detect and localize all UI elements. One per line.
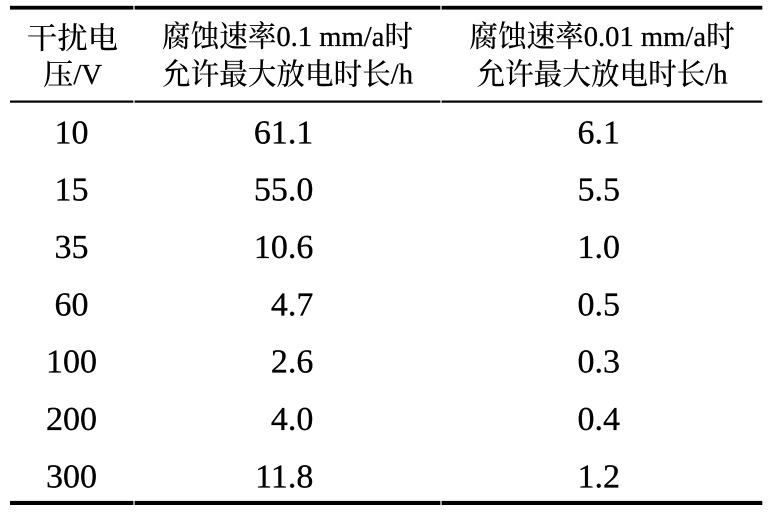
svg-text:1.2: 1.2	[578, 458, 621, 495]
svg-text:0.1 mm/a: 0.1 mm/a	[276, 22, 384, 53]
svg-text:0.01 mm/a: 0.01 mm/a	[584, 22, 707, 53]
svg-text:0.4: 0.4	[578, 401, 621, 438]
svg-text:60: 60	[55, 286, 89, 323]
svg-text:35: 35	[55, 229, 89, 266]
svg-text:6.1: 6.1	[578, 114, 621, 151]
svg-text:100: 100	[46, 344, 97, 381]
svg-text:/h: /h	[705, 60, 727, 91]
svg-text:61.1: 61.1	[254, 114, 314, 151]
svg-text:10.6: 10.6	[254, 229, 314, 266]
svg-text:4.0: 4.0	[271, 401, 314, 438]
svg-text:0.5: 0.5	[578, 286, 621, 323]
svg-text:11.8: 11.8	[255, 458, 313, 495]
svg-text:10: 10	[55, 114, 89, 151]
svg-text:0.3: 0.3	[578, 344, 621, 381]
svg-text:200: 200	[46, 401, 97, 438]
svg-text:/V: /V	[73, 60, 102, 91]
svg-text:300: 300	[46, 458, 97, 495]
svg-text:4.7: 4.7	[271, 286, 314, 323]
svg-text:15: 15	[55, 172, 89, 209]
svg-text:/h: /h	[391, 60, 413, 91]
svg-text:1.0: 1.0	[578, 229, 621, 266]
svg-text:2.6: 2.6	[271, 344, 314, 381]
svg-text:5.5: 5.5	[578, 172, 621, 209]
svg-text:55.0: 55.0	[254, 172, 314, 209]
